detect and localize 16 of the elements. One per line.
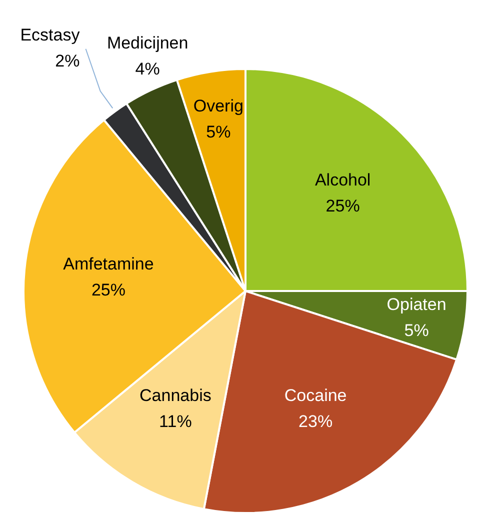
- slice-label: Ecstasy: [20, 26, 80, 45]
- slice-label: Cannabis: [140, 386, 212, 406]
- data-label: 25%: [91, 280, 126, 300]
- slice-label: Cocaine: [284, 386, 347, 406]
- data-label: 11%: [159, 412, 192, 432]
- slice-label: Amfetamine: [63, 254, 154, 274]
- data-label: 5%: [404, 320, 429, 340]
- data-label: 5%: [206, 122, 231, 142]
- data-label: 25%: [326, 196, 360, 216]
- slice-label: Overig: [193, 96, 244, 116]
- slice-label: Opiaten: [386, 294, 446, 314]
- data-label: 4%: [135, 60, 160, 79]
- data-label: 23%: [298, 412, 333, 432]
- slice-label: Alcohol: [314, 170, 371, 190]
- data-label: 2%: [55, 52, 80, 71]
- slice-label: Medicijnen: [106, 34, 188, 53]
